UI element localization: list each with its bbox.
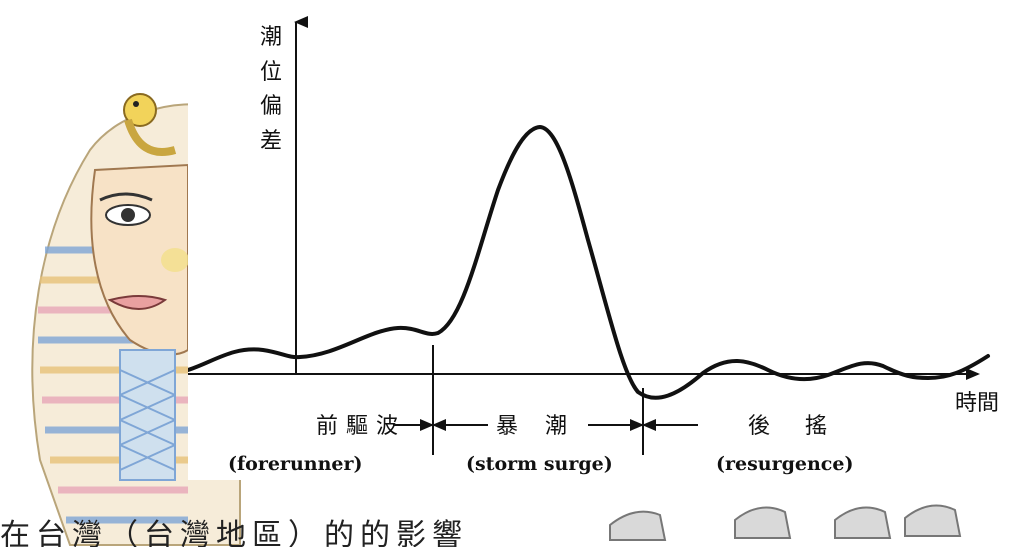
y-axis-label-char-4: 差 — [260, 129, 282, 154]
pharaoh-face — [90, 163, 189, 356]
y-axis-label-char-1: 潮 — [260, 25, 282, 50]
phase-label-resurgence-en: (resurgence) — [716, 453, 853, 475]
water-level-curve — [188, 124, 990, 400]
y-axis-label-char-3: 偏 — [260, 94, 282, 119]
phase-label-resurgence-zh: 後 搖 — [748, 414, 841, 439]
pharaoh-beard — [119, 349, 176, 481]
storm-surge-diagram: 潮 位 偏 差 時間 前驅波 (forerunner) 暴 潮 (storm s… — [188, 16, 999, 475]
phase-label-forerunner-en: (forerunner) — [228, 453, 362, 475]
caption-text-fragment: 在台灣（台灣地區）的的影響 — [0, 518, 468, 547]
diagram-panel: 潮 位 偏 差 時間 前驅波 (forerunner) 暴 潮 (storm s… — [188, 0, 1019, 480]
phase-label-forerunner-zh: 前驅波 — [316, 414, 406, 439]
phase-label-storm-surge-en: (storm surge) — [466, 453, 613, 475]
phase-label-storm-surge-zh: 暴 潮 — [496, 414, 577, 439]
x-axis-label: 時間 — [955, 391, 999, 416]
y-axis-label-char-2: 位 — [260, 60, 282, 85]
cobra-ornament — [123, 93, 177, 156]
sketch-feet — [609, 504, 962, 541]
